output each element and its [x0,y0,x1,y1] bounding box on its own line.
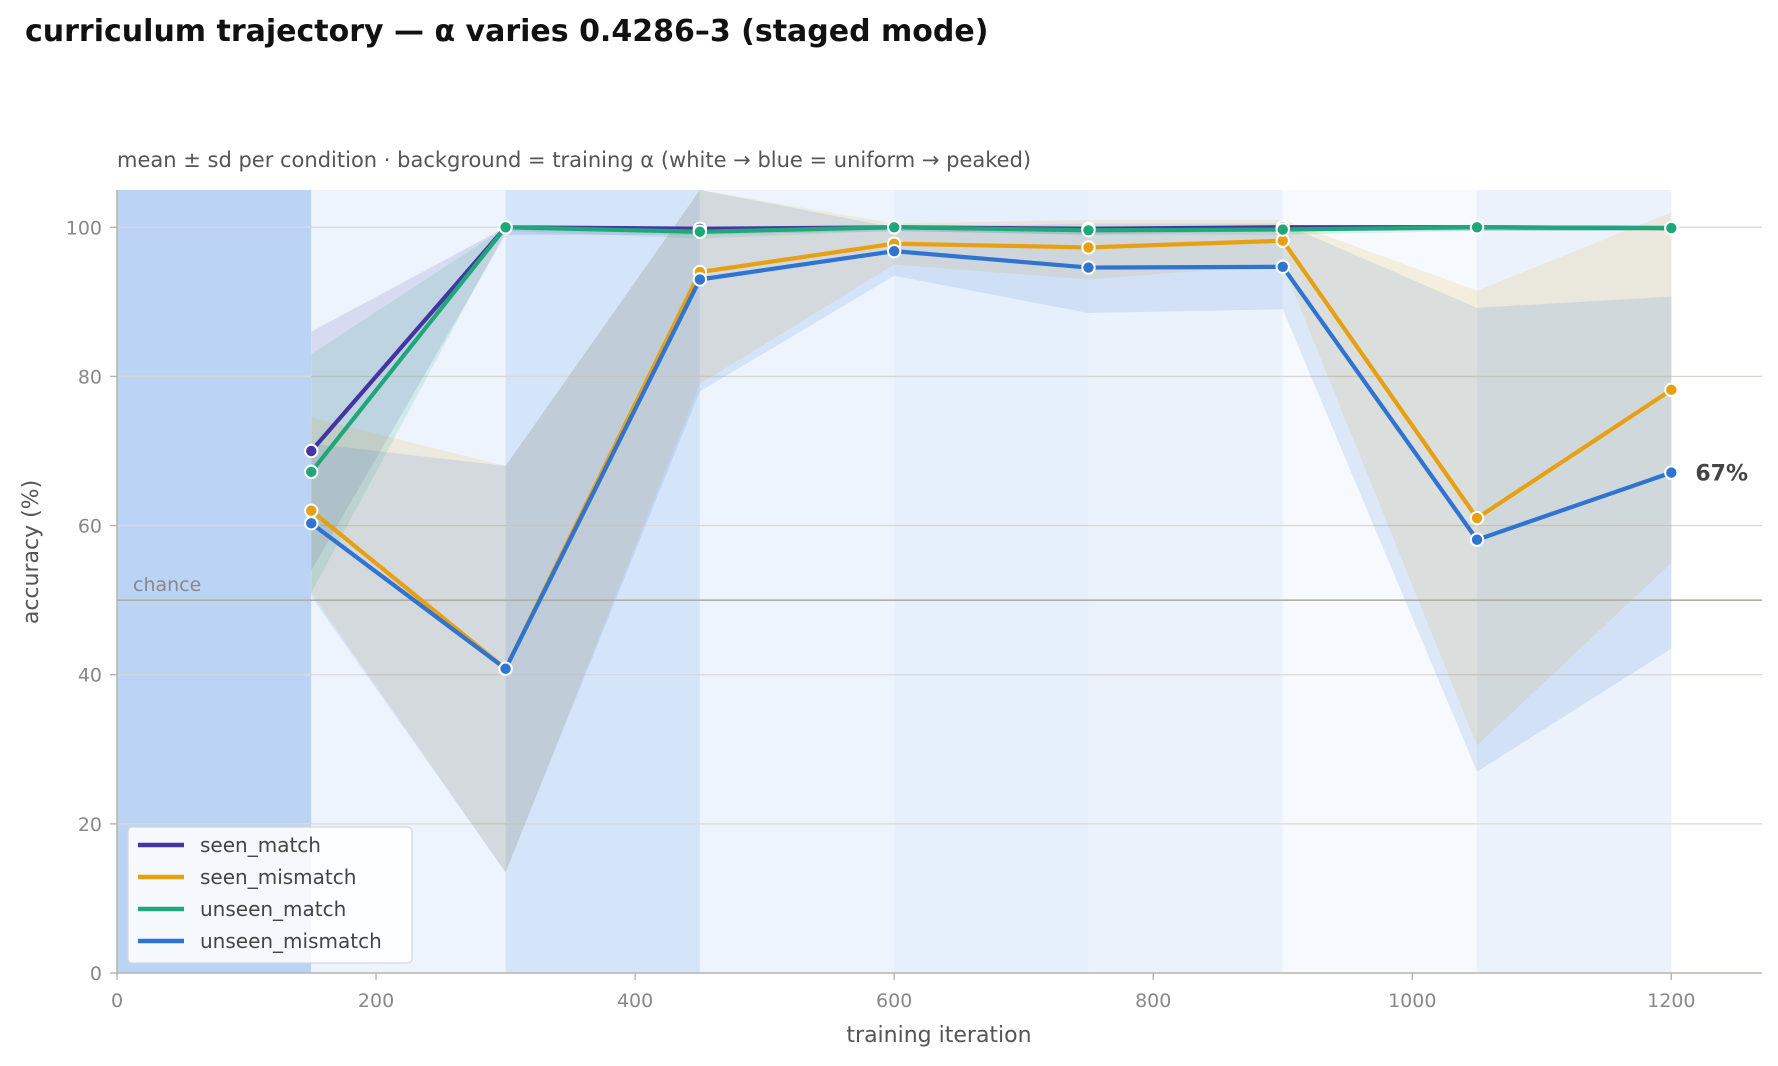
legend: seen_match seen_mismatch unseen_matchunsee… [127,826,413,964]
point-unseen_match-150 [304,464,319,480]
line-unseen_mismatch [309,249,1674,671]
legend-label-unseen_match: unseen_match [200,897,346,921]
y-ticks: 0 20 40 60 80 100 [66,217,117,985]
point-seen_match-150 [304,443,319,459]
alpha-band-3 [699,190,895,973]
point-unseen_match-750 [1081,223,1096,238]
x-tick-label-200: 200 [358,990,394,1012]
line-unseen_match [309,225,1674,474]
point-unseen_match-300 [498,220,513,235]
y-tick-label-80: 80 [78,366,102,388]
point-unseen_match-900 [1275,222,1290,237]
point-unseen_mismatch-450 [692,272,708,287]
legend-label-seen_match: seen_match [200,833,321,857]
legend-box [127,826,413,964]
sd-band-seen_mismatch [311,190,1672,873]
y-tick-label-40: 40 [78,665,102,687]
x-tick-label-800: 800 [1135,990,1171,1012]
point-seen_mismatch-1200 [1664,382,1679,398]
series-lines [309,225,1674,671]
point-unseen_mismatch-300 [498,661,513,676]
axes [116,190,1762,974]
point-unseen_match-1200 [1664,220,1679,236]
x-tick-label-1200: 1200 [1647,990,1695,1012]
sd-bands [311,190,1672,873]
legend-label-unseen_mismatch: unseen_mismatch [200,929,382,953]
y-tick-label-20: 20 [78,814,102,836]
series-points [304,220,1679,676]
point-seen_mismatch-150 [304,503,319,518]
x-tick-label-400: 400 [617,990,653,1012]
point-unseen_mismatch-750 [1081,260,1096,275]
y-tick-label-100: 100 [66,217,102,239]
chance-reference: chance [117,574,1762,601]
chart-title: curriculum trajectory — α varies 0.4286–… [25,14,989,49]
sd-band-unseen_mismatch [311,190,1672,873]
point-unseen_match-1050 [1469,220,1485,235]
point-unseen_mismatch-150 [304,516,319,531]
point-unseen_mismatch-900 [1275,259,1290,275]
end-value-label: 67% [1695,462,1748,487]
point-unseen_mismatch-1050 [1469,532,1485,547]
x-tick-label-1000: 1000 [1388,990,1436,1012]
y-tick-label-0: 0 [90,963,102,985]
y-tick-label-60: 60 [78,516,102,538]
x-tick-label-600: 600 [876,990,912,1012]
point-unseen_mismatch-600 [886,243,902,259]
alpha-band-5 [1088,190,1283,973]
alpha-band-2 [505,190,700,973]
y-axis-label: accuracy (%) [19,480,44,624]
point-unseen_mismatch-1200 [1664,465,1679,480]
chart-subtitle: mean ± sd per condition · background = t… [117,148,1031,172]
point-unseen_match-600 [886,220,902,235]
sd-band-seen_match [311,227,1672,571]
gridlines [117,226,1762,825]
background-alpha-bands [117,190,1672,973]
alpha-band-6 [1282,190,1478,973]
point-unseen_match-450 [692,224,708,239]
x-axis-label: training iteration [846,1023,1031,1048]
legend-label-seen_mismatch: seen_mismatch [200,865,356,889]
point-seen_mismatch-750 [1081,240,1096,255]
chance-label: chance [133,574,201,596]
x-tick-label-0: 0 [111,990,123,1012]
x-ticks: 0 200 400 600 800 1000 1200 [111,973,1696,1012]
alpha-band-4 [894,190,1089,973]
alpha-band-7 [1477,190,1672,973]
point-seen_mismatch-1050 [1469,510,1485,526]
